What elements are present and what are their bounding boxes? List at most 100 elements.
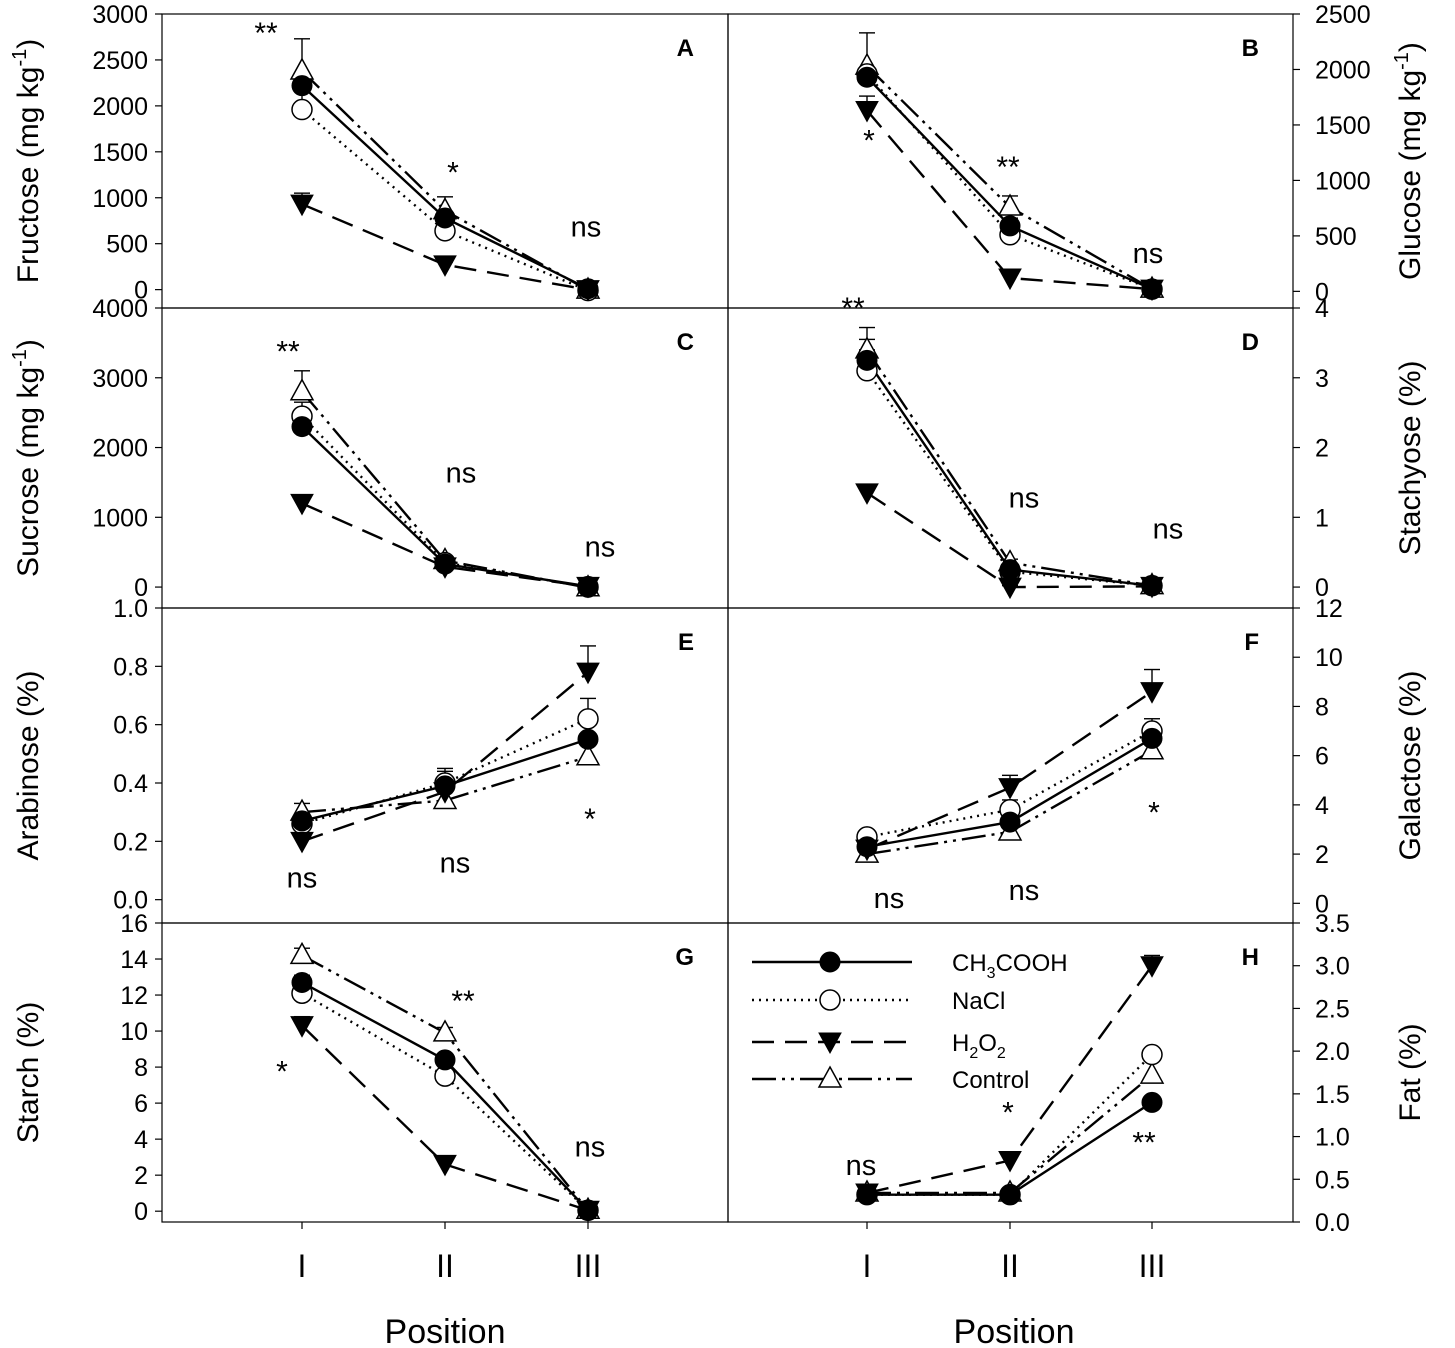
marker-shape [434, 1049, 456, 1071]
y-tick-label: 0.6 [113, 712, 148, 740]
marker-h2o2 [433, 782, 457, 804]
marker-h2o2 [433, 557, 457, 579]
series-group [854, 32, 1165, 302]
marker-ch3cooh [999, 559, 1021, 581]
marker-ch3cooh [291, 75, 313, 97]
y-axis-label: Sucrose (mg kg-1) [9, 339, 45, 577]
series-group [289, 370, 601, 599]
y-axis-label-text: Stachyose (%) [1394, 360, 1427, 555]
series-line-h2o2 [866, 109, 1153, 291]
marker-shape [577, 708, 599, 730]
panel-letter: B [1242, 35, 1259, 62]
series-line-h2o2 [301, 502, 589, 588]
legend-label-main: CH [952, 950, 987, 977]
y-axis-label: Galactose (%) [1394, 670, 1427, 860]
y-axis-label-text: Fat (%) [1394, 1023, 1427, 1121]
marker-nacl [291, 98, 313, 121]
marker-shape [999, 215, 1021, 237]
y-axis-ticks: 0 2 4 6 8 10 12 14 16 [120, 910, 162, 1226]
legend-label-sub: 3 [987, 965, 996, 982]
legend-label: CH3COOH [952, 950, 1068, 982]
marker-h2o2 [818, 1032, 842, 1055]
marker-shape [575, 743, 601, 766]
y-tick-label: 12 [1315, 595, 1343, 623]
legend-label-sub: 2 [997, 1045, 1006, 1062]
y-tick-label: 0 [134, 574, 148, 602]
legend-label-main: H [952, 1030, 969, 1057]
significance-label: * [276, 1056, 288, 1089]
panel-a: 0 500 1000 1500 2000 2500 3000 Fructose (mg kg-… [9, 1, 729, 309]
significance-label: ns [1153, 514, 1184, 546]
y-tick-label: 1.5 [1315, 1081, 1350, 1109]
y-axis-ticks: 0 500 1000 1500 2000 2500 [1293, 1, 1371, 306]
series-group [854, 668, 1165, 863]
y-tick-label: 8 [134, 1054, 148, 1082]
marker-h2o2 [290, 194, 314, 217]
y-tick-label: 3.5 [1315, 910, 1350, 938]
y-tick-label: 2000 [92, 435, 148, 463]
marker-shape [432, 1019, 458, 1042]
marker-ch3cooh [291, 971, 313, 993]
significance-label: ** [254, 17, 278, 50]
legend-label-mid: O [978, 1030, 997, 1057]
marker-ch3cooh [856, 66, 878, 88]
marker-shape [999, 1184, 1021, 1206]
marker-ch3cooh [434, 1049, 456, 1071]
y-axis-label-close: ) [12, 39, 45, 49]
marker-shape [998, 1150, 1022, 1173]
y-axis-label: Fat (%) [1394, 1023, 1427, 1121]
significance-label: ** [276, 336, 300, 369]
legend-item-nacl: NaCl [752, 988, 1005, 1015]
marker-shape [576, 1200, 600, 1223]
y-tick-label: 12 [120, 982, 148, 1010]
x-axis-title: Position [385, 1313, 506, 1348]
y-axis-label-sup: -1 [9, 349, 31, 367]
marker-shape [433, 1154, 457, 1177]
marker-shape [1141, 1091, 1163, 1113]
y-tick-label: 14 [120, 946, 148, 974]
significance-label: ns [1009, 483, 1040, 515]
marker-control [997, 193, 1023, 216]
series-line-control [301, 755, 589, 814]
marker-ch3cooh [856, 349, 878, 371]
marker-shape [290, 1016, 314, 1038]
marker-shape [818, 1032, 842, 1055]
marker-h2o2 [855, 1183, 879, 1205]
series-group [854, 954, 1165, 1206]
y-tick-label: 2 [1315, 435, 1329, 463]
marker-h2o2 [998, 1150, 1022, 1173]
y-tick-label: 2 [134, 1162, 148, 1190]
marker-shape [998, 778, 1022, 800]
marker-ch3cooh [819, 951, 841, 973]
y-tick-label: 0.2 [113, 828, 148, 856]
y-tick-label: 2 [1315, 841, 1329, 869]
marker-shape [433, 255, 457, 277]
y-axis-label-text: Sucrose (mg kg [12, 367, 45, 577]
series-line-nacl [866, 729, 1153, 839]
marker-shape [999, 811, 1021, 833]
marker-h2o2 [1140, 956, 1164, 978]
marker-h2o2 [576, 662, 600, 685]
y-tick-label: 0 [1315, 574, 1329, 602]
series-group [289, 38, 601, 302]
y-axis-label-close: ) [12, 339, 45, 349]
panel-letter: G [675, 944, 694, 971]
y-axis-label-text: Starch (%) [12, 1002, 45, 1144]
marker-shape [290, 831, 314, 854]
significance-label: ns [585, 531, 616, 563]
significance-label: * [1148, 797, 1160, 830]
marker-h2o2 [433, 1154, 457, 1177]
marker-control [1139, 1061, 1165, 1084]
y-axis-label: Starch (%) [12, 1002, 45, 1144]
panel-letter: A [677, 35, 694, 62]
y-axis-ticks: 0 2 4 6 8 10 12 [1293, 595, 1343, 918]
y-tick-label: 0 [134, 277, 148, 305]
marker-nacl [577, 708, 599, 730]
panel-e: 0.0 0.2 0.4 0.6 0.8 1.0 Arabinose (%) Ens ns * [12, 595, 729, 924]
marker-h2o2 [576, 576, 600, 599]
marker-shape [433, 557, 457, 579]
marker-shape [576, 280, 600, 302]
panel-letter: C [677, 329, 694, 356]
